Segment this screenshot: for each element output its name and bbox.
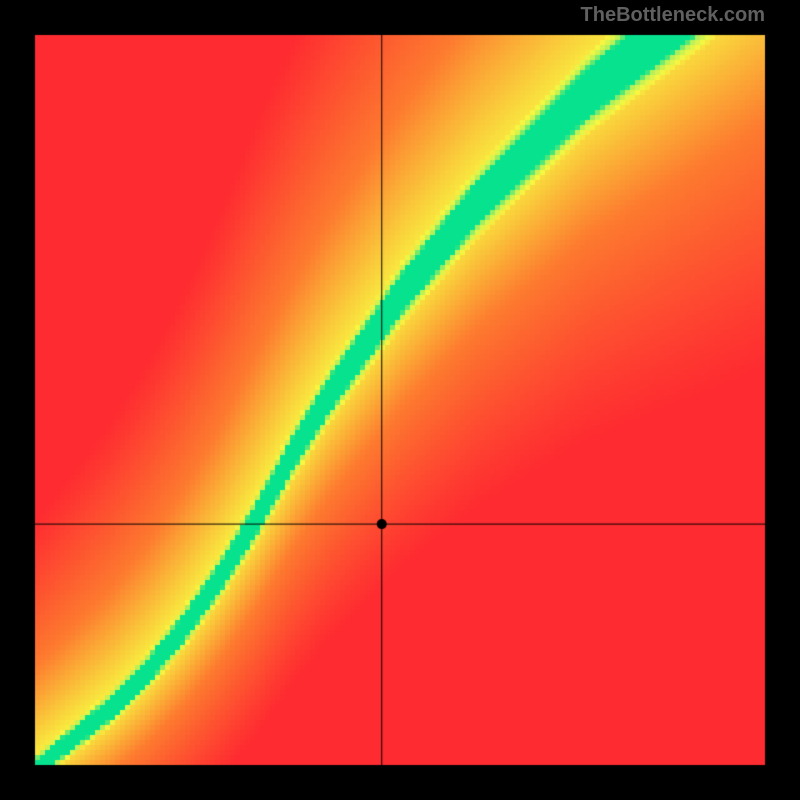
attribution-text: TheBottleneck.com [581, 4, 765, 27]
heatmap-canvas [0, 0, 800, 800]
chart-container: TheBottleneck.com [0, 0, 800, 800]
